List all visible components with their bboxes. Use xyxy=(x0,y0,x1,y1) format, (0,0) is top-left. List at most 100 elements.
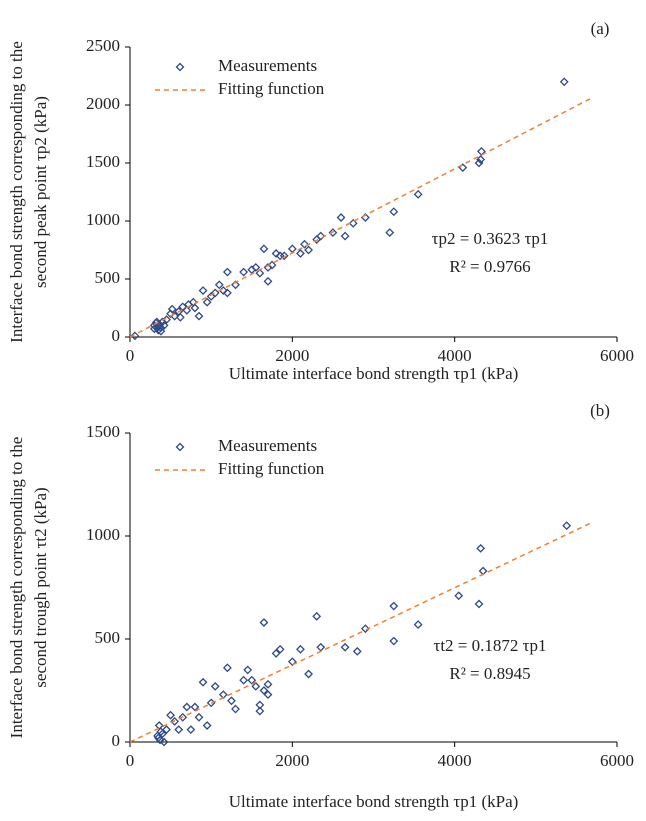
data-point xyxy=(562,521,572,531)
data-point xyxy=(304,669,313,679)
legend-label: Fitting function xyxy=(218,79,325,98)
data-point xyxy=(340,231,350,241)
y-tick-label: 2000 xyxy=(86,94,120,113)
data-point xyxy=(149,324,159,334)
x-tick-label: 6000 xyxy=(600,751,634,770)
data-point xyxy=(182,702,192,712)
legend-marker xyxy=(175,62,185,72)
data-point xyxy=(155,735,165,745)
y-axis-label: Interface bond strength corresponding to… xyxy=(7,437,26,739)
data-point xyxy=(170,716,180,726)
annotation: R² = 0.8945 xyxy=(449,664,530,683)
data-point xyxy=(222,663,232,673)
data-point xyxy=(243,665,253,675)
data-point xyxy=(222,267,232,277)
data-point xyxy=(175,312,185,322)
y-tick-label: 0 xyxy=(112,731,121,750)
data-point xyxy=(154,721,164,730)
y-tick-label: 1000 xyxy=(86,210,120,229)
x-tick-label: 4000 xyxy=(438,346,472,365)
data-point xyxy=(287,657,297,667)
data-point xyxy=(340,642,350,652)
data-point xyxy=(156,326,166,336)
data-point xyxy=(162,315,171,325)
data-point xyxy=(312,611,322,621)
data-point xyxy=(271,649,281,658)
legend-marker xyxy=(175,442,185,452)
data-point xyxy=(559,77,569,87)
data-point xyxy=(275,644,285,654)
annotation: R² = 0.9766 xyxy=(449,257,530,276)
data-point xyxy=(158,729,167,739)
data-point xyxy=(296,249,305,258)
data-point xyxy=(210,288,220,298)
panel-label: (a) xyxy=(591,19,610,38)
data-point xyxy=(255,706,265,716)
data-point xyxy=(348,218,358,228)
x-tick-label: 0 xyxy=(126,346,135,365)
data-point xyxy=(247,675,257,685)
data-point xyxy=(167,304,177,314)
data-point xyxy=(385,228,395,238)
data-point xyxy=(263,679,273,689)
y-axis-label: second peak point τp2 (kPa) xyxy=(31,96,50,288)
y-tick-label: 500 xyxy=(95,268,121,287)
data-point xyxy=(174,725,184,735)
fit-line xyxy=(129,96,593,338)
data-point xyxy=(263,690,273,700)
y-tick-label: 500 xyxy=(95,628,121,647)
x-tick-label: 2000 xyxy=(275,346,309,365)
data-point xyxy=(477,146,486,156)
data-point xyxy=(300,239,309,249)
data-point xyxy=(178,712,188,722)
data-point xyxy=(186,725,196,735)
data-point xyxy=(231,280,240,290)
data-point xyxy=(389,207,399,217)
x-axis-label: Ultimate interface bond strength τp1 (kP… xyxy=(229,364,519,383)
data-point xyxy=(287,244,297,254)
data-point xyxy=(352,646,362,656)
fit-line xyxy=(129,521,593,743)
data-point xyxy=(162,725,171,735)
data-point xyxy=(210,681,220,691)
data-point xyxy=(190,303,200,313)
annotation: τp2 = 0.3623 τp1 xyxy=(432,229,549,248)
data-point xyxy=(202,297,212,307)
data-point xyxy=(454,591,464,601)
data-point xyxy=(360,624,370,634)
y-tick-label: 0 xyxy=(112,326,121,345)
data-point xyxy=(255,700,265,710)
data-point xyxy=(251,262,261,272)
data-point xyxy=(474,599,484,609)
data-point xyxy=(328,228,338,238)
data-point xyxy=(214,280,224,290)
data-point xyxy=(413,620,423,629)
data-point xyxy=(152,317,162,327)
y-tick-label: 1000 xyxy=(86,525,120,544)
data-point xyxy=(316,642,326,652)
data-point xyxy=(259,618,269,627)
x-tick-label: 0 xyxy=(126,751,135,770)
data-point xyxy=(251,681,261,691)
data-point xyxy=(198,677,208,687)
data-point xyxy=(153,325,163,335)
data-point xyxy=(166,710,176,720)
data-point xyxy=(156,323,166,333)
data-point xyxy=(239,675,249,685)
legend-label: Fitting function xyxy=(218,459,325,478)
data-point xyxy=(316,231,326,241)
data-point xyxy=(239,267,249,277)
data-point xyxy=(389,601,399,611)
x-tick-label: 2000 xyxy=(275,751,309,770)
x-tick-label: 6000 xyxy=(600,346,634,365)
data-point xyxy=(231,704,240,714)
data-point xyxy=(198,286,208,296)
legend-label: Measurements xyxy=(218,436,317,455)
data-point xyxy=(159,320,169,330)
data-point xyxy=(389,636,399,646)
annotation: τt2 = 0.1872 τp1 xyxy=(434,636,547,655)
data-point xyxy=(255,268,265,278)
y-axis-label: Interface bond strength corresponding to… xyxy=(7,41,26,343)
legend-label: Measurements xyxy=(218,56,317,75)
data-point xyxy=(296,644,305,654)
